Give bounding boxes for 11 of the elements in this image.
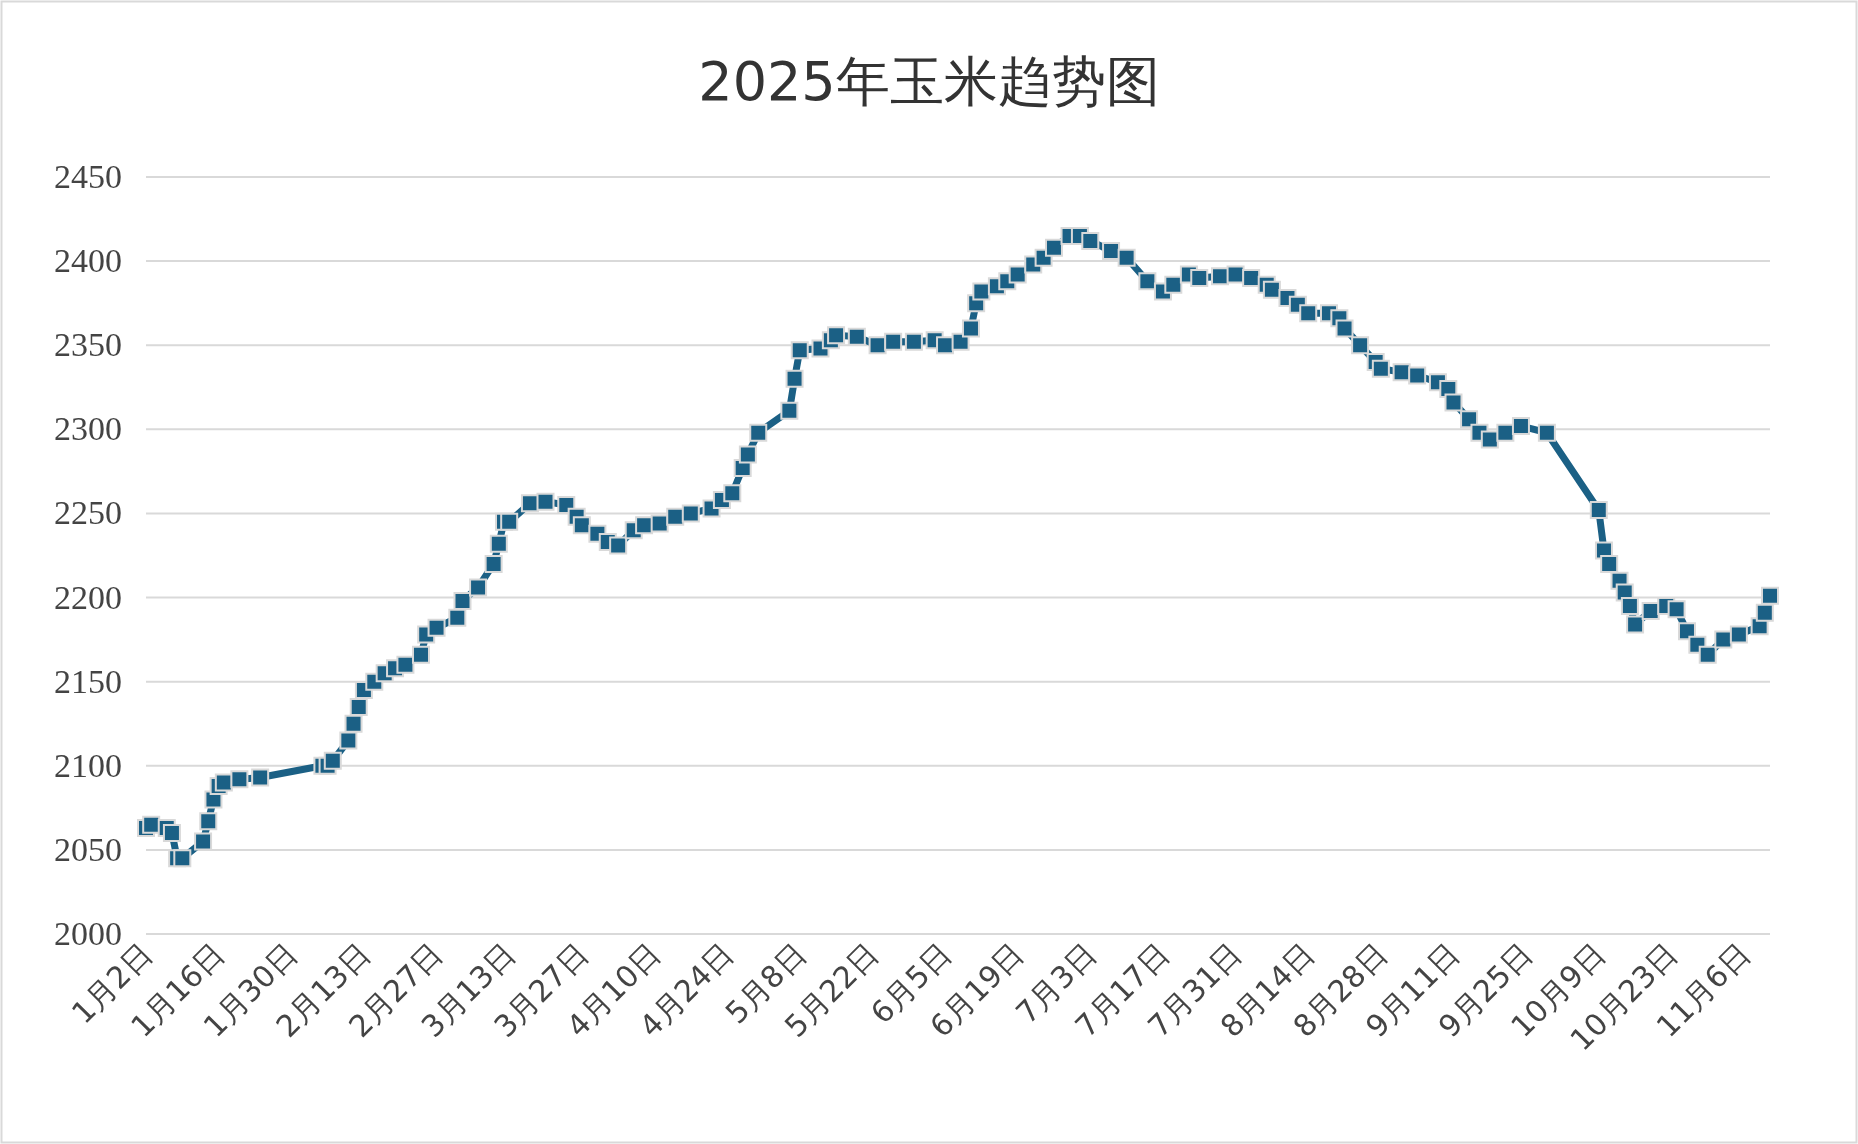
y-tick-label: 2000 [54,915,122,952]
y-tick-label: 2100 [54,746,122,784]
y-tick-label: 2150 [54,662,122,700]
chart-title: 2025年玉米趋势图 [698,50,1160,113]
y-tick-label: 2350 [54,326,122,364]
y-tick-label: 2450 [54,158,122,195]
y-tick-label: 2300 [54,410,122,448]
y-tick-label: 2250 [54,494,122,532]
y-tick-label: 2400 [54,242,122,280]
y-tick-label: 2200 [54,578,122,616]
y-tick-label: 2050 [54,830,122,868]
